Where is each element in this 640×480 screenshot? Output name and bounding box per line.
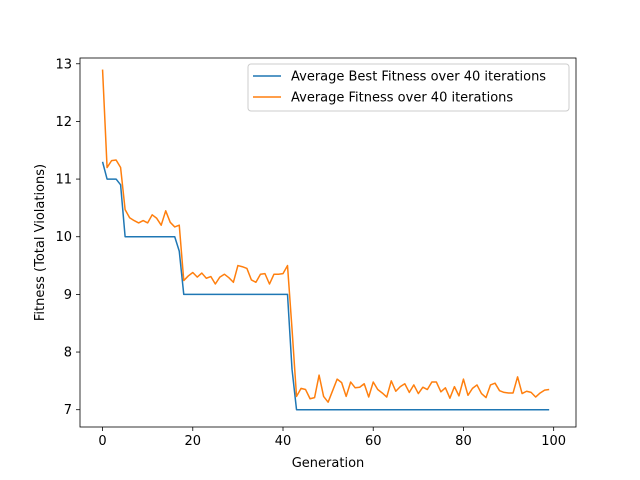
legend-label-average: Average Fitness over 40 iterations (291, 91, 513, 106)
x-axis-label: Generation (292, 456, 365, 471)
legend-label-best: Average Best Fitness over 40 iterations (291, 70, 546, 85)
x-tick-label: 0 (98, 434, 106, 449)
series-line-0 (101, 161, 550, 411)
y-tick-label: 12 (55, 115, 72, 130)
y-tick-label: 8 (64, 346, 72, 361)
x-tick-label: 20 (185, 434, 202, 449)
x-tick-label: 100 (541, 434, 566, 449)
series-layer (101, 69, 550, 411)
y-tick-label: 10 (55, 230, 72, 245)
axes-frame (79, 57, 577, 428)
x-tick-label: 60 (365, 434, 382, 449)
y-tick-label: 9 (64, 288, 72, 303)
y-tick-label: 13 (55, 57, 72, 72)
y-axis-ticks: 7 8 9 10 11 12 13 (55, 57, 80, 418)
y-tick-label: 7 (64, 403, 72, 418)
legend-box (247, 63, 570, 112)
legend: Average Best Fitness over 40 iterations … (247, 63, 570, 112)
x-axis-ticks: 0 20 40 60 80 100 (98, 427, 566, 449)
x-tick-label: 40 (275, 434, 292, 449)
x-tick-label: 80 (455, 434, 472, 449)
plot-area (80, 58, 576, 427)
y-tick-label: 11 (55, 173, 72, 188)
y-axis-label: Fitness (Total Violations) (33, 164, 48, 321)
series-line-1 (101, 69, 550, 403)
axes-layer (79, 57, 577, 428)
